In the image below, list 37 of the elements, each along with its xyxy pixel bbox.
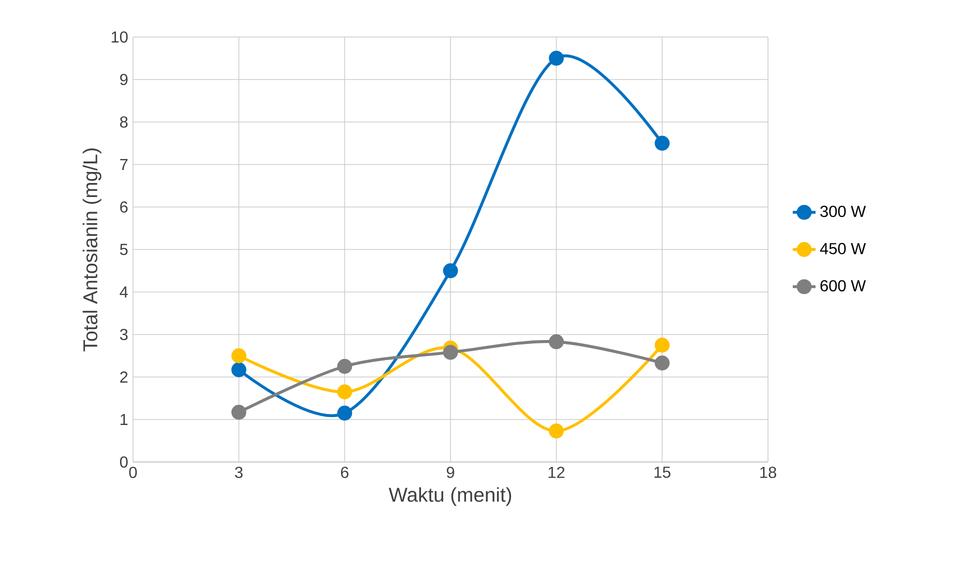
y-tick-label: 3: [120, 328, 128, 340]
point: [654, 338, 670, 353]
x-tick-label: 15: [654, 466, 670, 478]
point: [654, 356, 670, 370]
y-tick-label: 6: [120, 201, 128, 213]
y-tick-label: 5: [120, 244, 128, 256]
point: [548, 50, 564, 66]
point: [337, 358, 352, 374]
y-tick-label: 10: [112, 31, 128, 43]
x-tick-label: 3: [234, 466, 243, 478]
point: [443, 344, 458, 360]
point: [337, 406, 352, 421]
y-tick-label: 4: [120, 286, 128, 298]
y-tick-label: 7: [120, 159, 128, 170]
y-tick-label: 8: [120, 116, 128, 128]
point: [337, 384, 352, 400]
x-tick-label: 6: [341, 466, 348, 478]
y-axis-title: Total Antosianin (mg/L): [82, 148, 102, 352]
legend-label: 600 W: [820, 280, 866, 292]
legend-label: 300 W: [820, 206, 866, 218]
point: [231, 404, 246, 420]
point: [231, 348, 246, 364]
y-tick-label: 9: [120, 74, 128, 86]
point: [443, 263, 458, 278]
legend-label: 450 W: [820, 242, 866, 254]
point: [548, 424, 564, 438]
x-tick-label: 18: [760, 466, 776, 478]
y-tick-label: 2: [120, 371, 128, 383]
x-tick-label: 0: [129, 466, 137, 478]
x-tick-label: 9: [446, 466, 454, 478]
point: [231, 362, 246, 378]
y-tick-label: 0: [120, 456, 128, 468]
x-axis-title: Waktu (menit): [388, 487, 512, 506]
y-tick-label: 1: [120, 414, 128, 426]
point: [654, 136, 670, 151]
point: [548, 334, 564, 350]
x-tick-label: 12: [548, 466, 564, 478]
